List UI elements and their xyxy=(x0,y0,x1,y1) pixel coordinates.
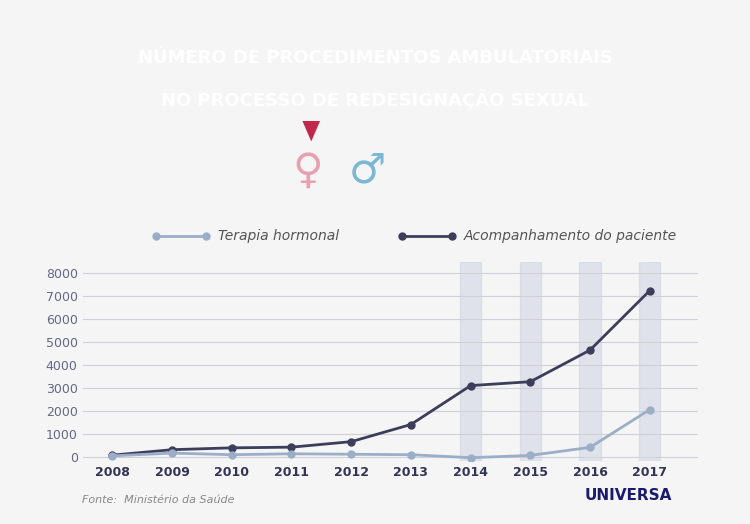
Acompanhamento do paciente xyxy=(346,439,355,445)
Terapia hormonal xyxy=(645,407,654,413)
Acompanhamento do paciente xyxy=(406,421,416,428)
Terapia hormonal xyxy=(227,452,236,458)
Terapia hormonal xyxy=(167,450,176,456)
Text: NO PROCESSO DE REDESIGNAÇÃO SEXUAL: NO PROCESSO DE REDESIGNAÇÃO SEXUAL xyxy=(161,89,589,110)
Text: ♀: ♀ xyxy=(292,149,323,191)
Text: Terapia hormonal: Terapia hormonal xyxy=(217,229,339,243)
Acompanhamento do paciente xyxy=(466,383,475,389)
Acompanhamento do paciente xyxy=(227,445,236,451)
Terapia hormonal xyxy=(287,451,296,457)
Acompanhamento do paciente xyxy=(108,452,117,458)
Bar xyxy=(639,262,661,461)
Acompanhamento do paciente xyxy=(526,378,535,385)
Terapia hormonal xyxy=(586,444,595,451)
Polygon shape xyxy=(302,121,320,141)
Text: UNIVERSA: UNIVERSA xyxy=(585,488,672,503)
Acompanhamento do paciente xyxy=(167,446,176,453)
Terapia hormonal xyxy=(406,452,416,458)
Acompanhamento do paciente xyxy=(586,347,595,353)
Line: Terapia hormonal: Terapia hormonal xyxy=(109,406,653,461)
Acompanhamento do paciente xyxy=(287,444,296,450)
Terapia hormonal xyxy=(466,454,475,461)
Acompanhamento do paciente xyxy=(645,288,654,294)
Terapia hormonal xyxy=(108,453,117,459)
Bar xyxy=(579,262,601,461)
Terapia hormonal xyxy=(346,451,355,457)
Terapia hormonal xyxy=(526,452,535,458)
Text: Fonte:  Ministério da Saúde: Fonte: Ministério da Saúde xyxy=(82,495,235,505)
Text: NÚMERO DE PROCEDIMENTOS AMBULATORIAIS: NÚMERO DE PROCEDIMENTOS AMBULATORIAIS xyxy=(137,49,613,67)
Text: Acompanhamento do paciente: Acompanhamento do paciente xyxy=(464,229,677,243)
Line: Acompanhamento do paciente: Acompanhamento do paciente xyxy=(109,287,653,458)
Bar xyxy=(520,262,541,461)
Bar xyxy=(460,262,482,461)
Text: ♂: ♂ xyxy=(349,149,386,191)
